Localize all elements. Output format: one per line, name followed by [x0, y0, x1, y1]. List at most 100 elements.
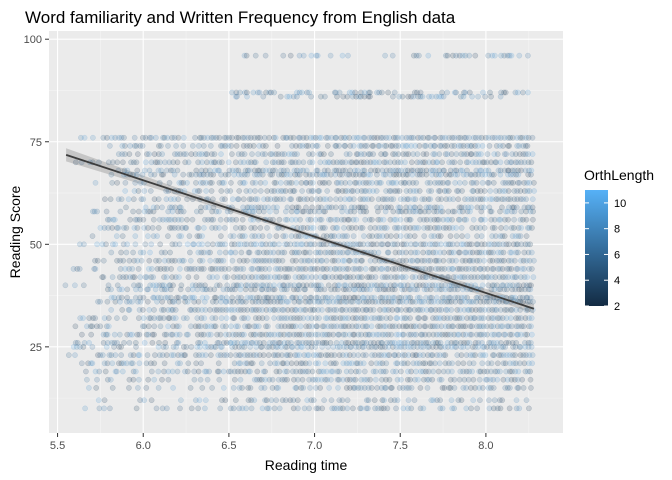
data-point [101, 397, 108, 404]
data-point [511, 257, 518, 264]
data-point [524, 143, 531, 149]
data-point [117, 257, 123, 264]
data-point [297, 368, 304, 375]
data-point [112, 298, 119, 305]
data-point [476, 249, 483, 256]
data-point [78, 360, 85, 367]
data-point [326, 331, 333, 338]
data-point [137, 397, 143, 404]
data-point [474, 188, 481, 194]
data-point [406, 179, 413, 186]
data-point [340, 323, 347, 330]
data-point [225, 171, 232, 178]
data-point [251, 323, 258, 330]
data-point [211, 307, 218, 313]
data-point [338, 339, 345, 346]
data-point [509, 294, 516, 301]
data-point [257, 134, 263, 141]
data-point [205, 344, 212, 350]
data-point [478, 233, 485, 239]
grid-major [49, 31, 563, 433]
data-point [427, 225, 433, 231]
data-point [299, 89, 305, 96]
data-point [458, 344, 464, 350]
data-point [451, 344, 458, 350]
data-point [435, 298, 442, 305]
data-point [441, 188, 448, 194]
data-point [463, 368, 470, 375]
data-point [355, 266, 362, 272]
data-point [413, 323, 419, 330]
data-point [162, 294, 169, 301]
data-point [274, 274, 281, 280]
data-point [423, 171, 430, 178]
data-point [499, 282, 505, 289]
x-tick-label: 6.5 [221, 440, 236, 452]
data-point [177, 405, 183, 412]
data-point [163, 286, 170, 293]
data-point [407, 257, 414, 264]
data-point [417, 339, 424, 346]
data-point [224, 274, 231, 280]
data-point [321, 274, 328, 280]
data-point [525, 52, 531, 59]
data-point [249, 298, 256, 305]
data-point [355, 307, 362, 313]
data-point [399, 249, 406, 256]
data-point [258, 282, 265, 289]
data-point [176, 241, 183, 248]
data-point [487, 385, 494, 391]
data-point [389, 241, 396, 248]
data-point [307, 266, 314, 272]
data-point [358, 376, 365, 383]
data-point [420, 249, 426, 256]
data-point [189, 294, 196, 301]
data-point [477, 196, 484, 203]
data-point [150, 274, 157, 280]
data-point [241, 274, 247, 280]
data-point [502, 89, 509, 96]
data-point [521, 204, 528, 211]
data-point [336, 274, 343, 280]
data-point [191, 294, 198, 301]
data-point [275, 323, 282, 330]
data-point [463, 171, 470, 178]
data-point [486, 204, 493, 211]
data-point [463, 249, 470, 256]
data-point [209, 315, 216, 321]
data-point [360, 344, 367, 350]
data-point [395, 352, 402, 358]
data-point [493, 307, 500, 313]
data-point [444, 216, 450, 223]
data-point [470, 179, 477, 186]
data-point [205, 216, 211, 223]
data-point [311, 241, 318, 248]
data-point [191, 368, 198, 375]
data-point [466, 368, 473, 375]
data-point [489, 196, 496, 203]
data-point [341, 257, 348, 264]
data-point [515, 376, 521, 383]
data-point [313, 323, 320, 330]
data-point [318, 134, 324, 141]
data-point [149, 225, 156, 231]
data-point [65, 352, 72, 358]
data-point [520, 352, 527, 358]
data-point [360, 352, 366, 358]
data-point [460, 286, 466, 293]
data-point [318, 257, 324, 264]
data-point [387, 323, 393, 330]
data-point [197, 339, 204, 346]
data-point [445, 274, 452, 280]
data-point [526, 179, 533, 186]
data-point [284, 344, 290, 350]
data-point [448, 171, 455, 178]
data-point [199, 352, 206, 358]
data-point [281, 171, 287, 178]
data-point [175, 216, 182, 223]
data-point [96, 368, 103, 375]
data-point [205, 249, 211, 256]
data-point [96, 405, 103, 412]
data-point [372, 352, 378, 358]
data-point [486, 397, 492, 404]
